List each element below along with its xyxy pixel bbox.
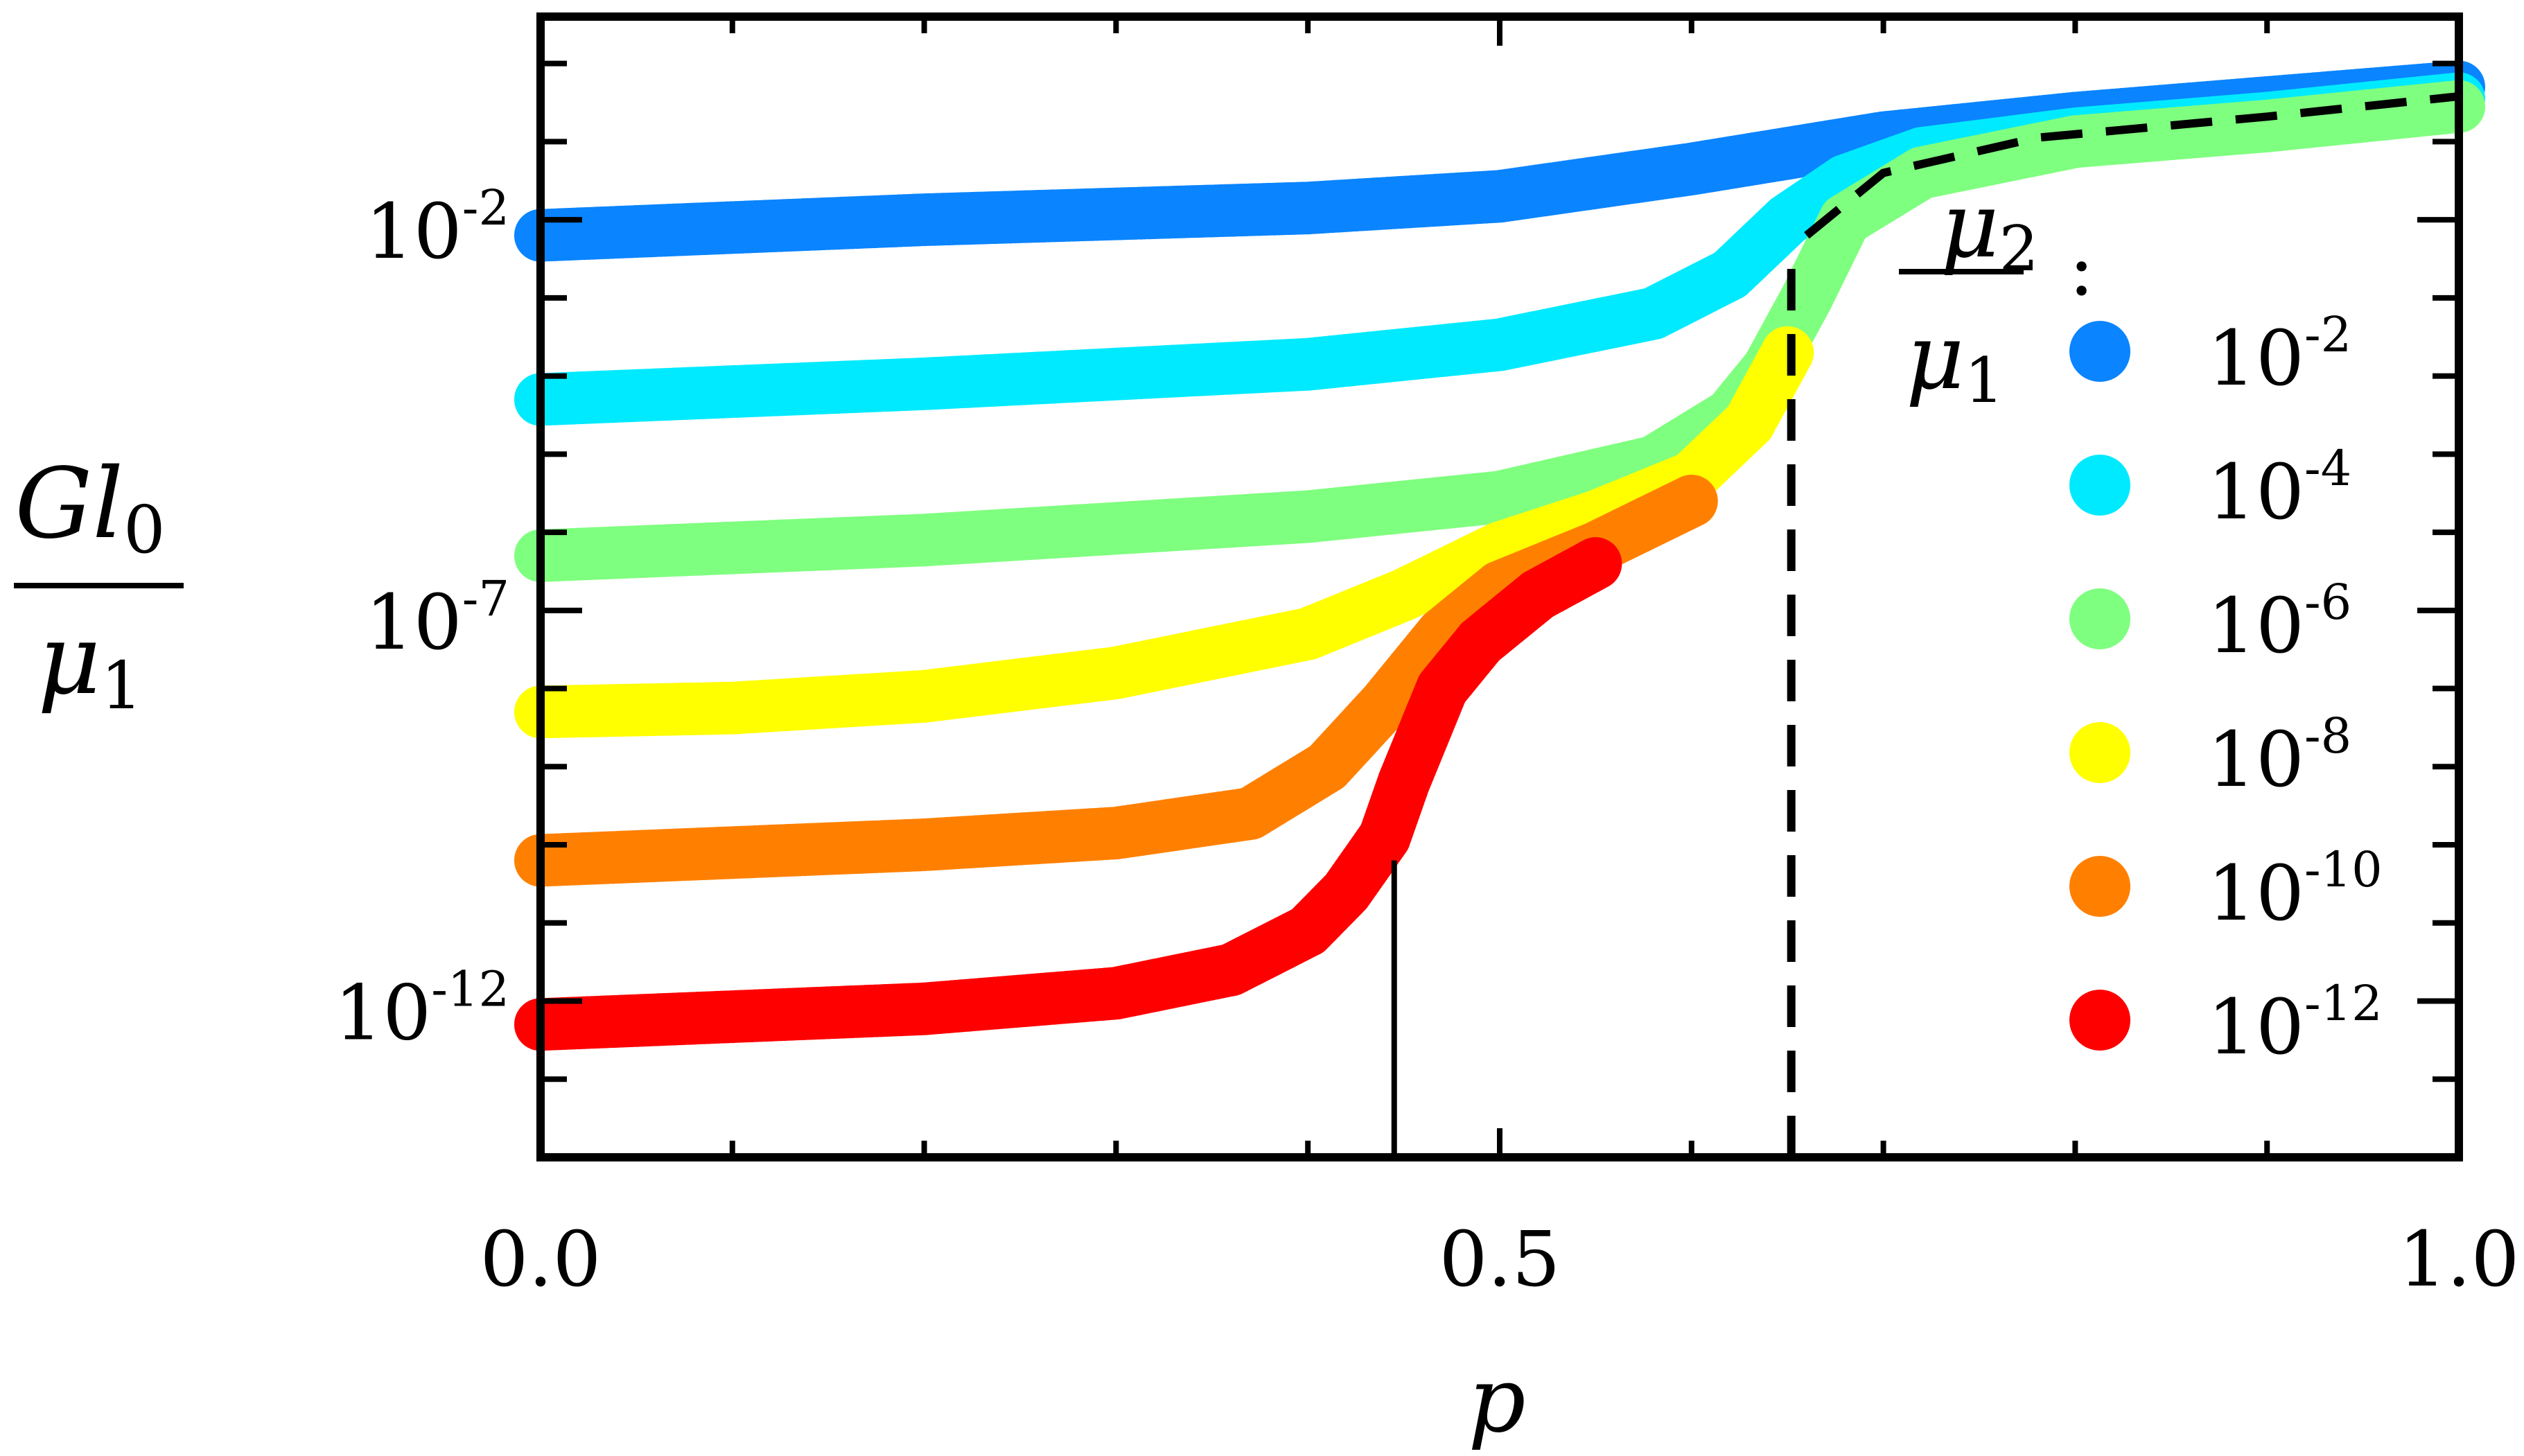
y-label-numerator: Gl (15, 448, 123, 561)
legend-title-numerator-sub: 2 (1999, 213, 2039, 286)
legend-title-colon: : (2069, 224, 2094, 313)
legend-marker (2069, 455, 2130, 516)
legend-title-denominator: μ (1906, 304, 1965, 410)
y-tick-label: 10-12 (334, 961, 509, 1058)
x-tick-label: 1.0 (2399, 1215, 2520, 1304)
y-tick-label: 10-7 (365, 570, 509, 667)
legend-item: 10-10 (2069, 841, 2383, 938)
legend-item: 10-6 (2069, 574, 2351, 670)
legend-marker (2069, 588, 2130, 649)
series-layer (514, 60, 2485, 1051)
series-6 (514, 537, 1622, 1051)
legend-item: 10-12 (2069, 975, 2383, 1071)
legend-marker (2069, 722, 2130, 783)
legend-label: 10-10 (2207, 841, 2383, 938)
legend-label: 10-2 (2207, 306, 2351, 403)
x-axis-label: p (1468, 1347, 1525, 1453)
data-point (1665, 474, 1718, 527)
legend-title-numerator: μ (1940, 173, 1999, 278)
tick-labels: 0.0 0.5 1.0 10-12 10-7 10-2 (334, 179, 2519, 1304)
legend-title: μ2 μ1 : (1899, 173, 2094, 417)
legend-marker (2069, 990, 2130, 1051)
svg-text:μ1: μ1 (37, 604, 142, 724)
y-label-numerator-sub: 0 (123, 492, 165, 568)
legend: 10-2 10-4 10-6 10-8 10-10 10-12 (2069, 306, 2383, 1071)
reference-curve-3 (1804, 92, 2460, 239)
x-tick-label: 0.0 (480, 1215, 602, 1304)
legend-title-denominator-sub: 1 (1965, 344, 2004, 417)
legend-label: 10-4 (2207, 440, 2351, 536)
axis-ticks (538, 17, 2462, 1160)
legend-item: 10-2 (2069, 306, 2351, 403)
y-axis-label: Gl0 μ1 (14, 448, 184, 724)
legend-label: 10-6 (2207, 574, 2351, 670)
reference-lines (1391, 92, 2460, 1157)
svg-text:Gl0: Gl0 (15, 448, 165, 568)
legend-label: 10-8 (2207, 708, 2351, 804)
x-tick-label: 0.5 (1439, 1215, 1561, 1304)
series-4 (514, 326, 1814, 739)
legend-item: 10-4 (2069, 440, 2351, 536)
data-point (1569, 537, 1622, 590)
svg-text:μ1: μ1 (1906, 304, 2004, 417)
legend-label: 10-12 (2207, 975, 2383, 1071)
y-tick-label: 10-2 (365, 179, 509, 276)
y-label-denominator-sub: 1 (100, 648, 142, 724)
series-1 (514, 60, 2485, 262)
legend-item: 10-8 (2069, 708, 2351, 804)
svg-text:μ2: μ2 (1940, 173, 2039, 286)
legend-marker (2069, 321, 2130, 382)
legend-marker (2069, 856, 2130, 917)
y-label-denominator: μ (37, 604, 100, 717)
